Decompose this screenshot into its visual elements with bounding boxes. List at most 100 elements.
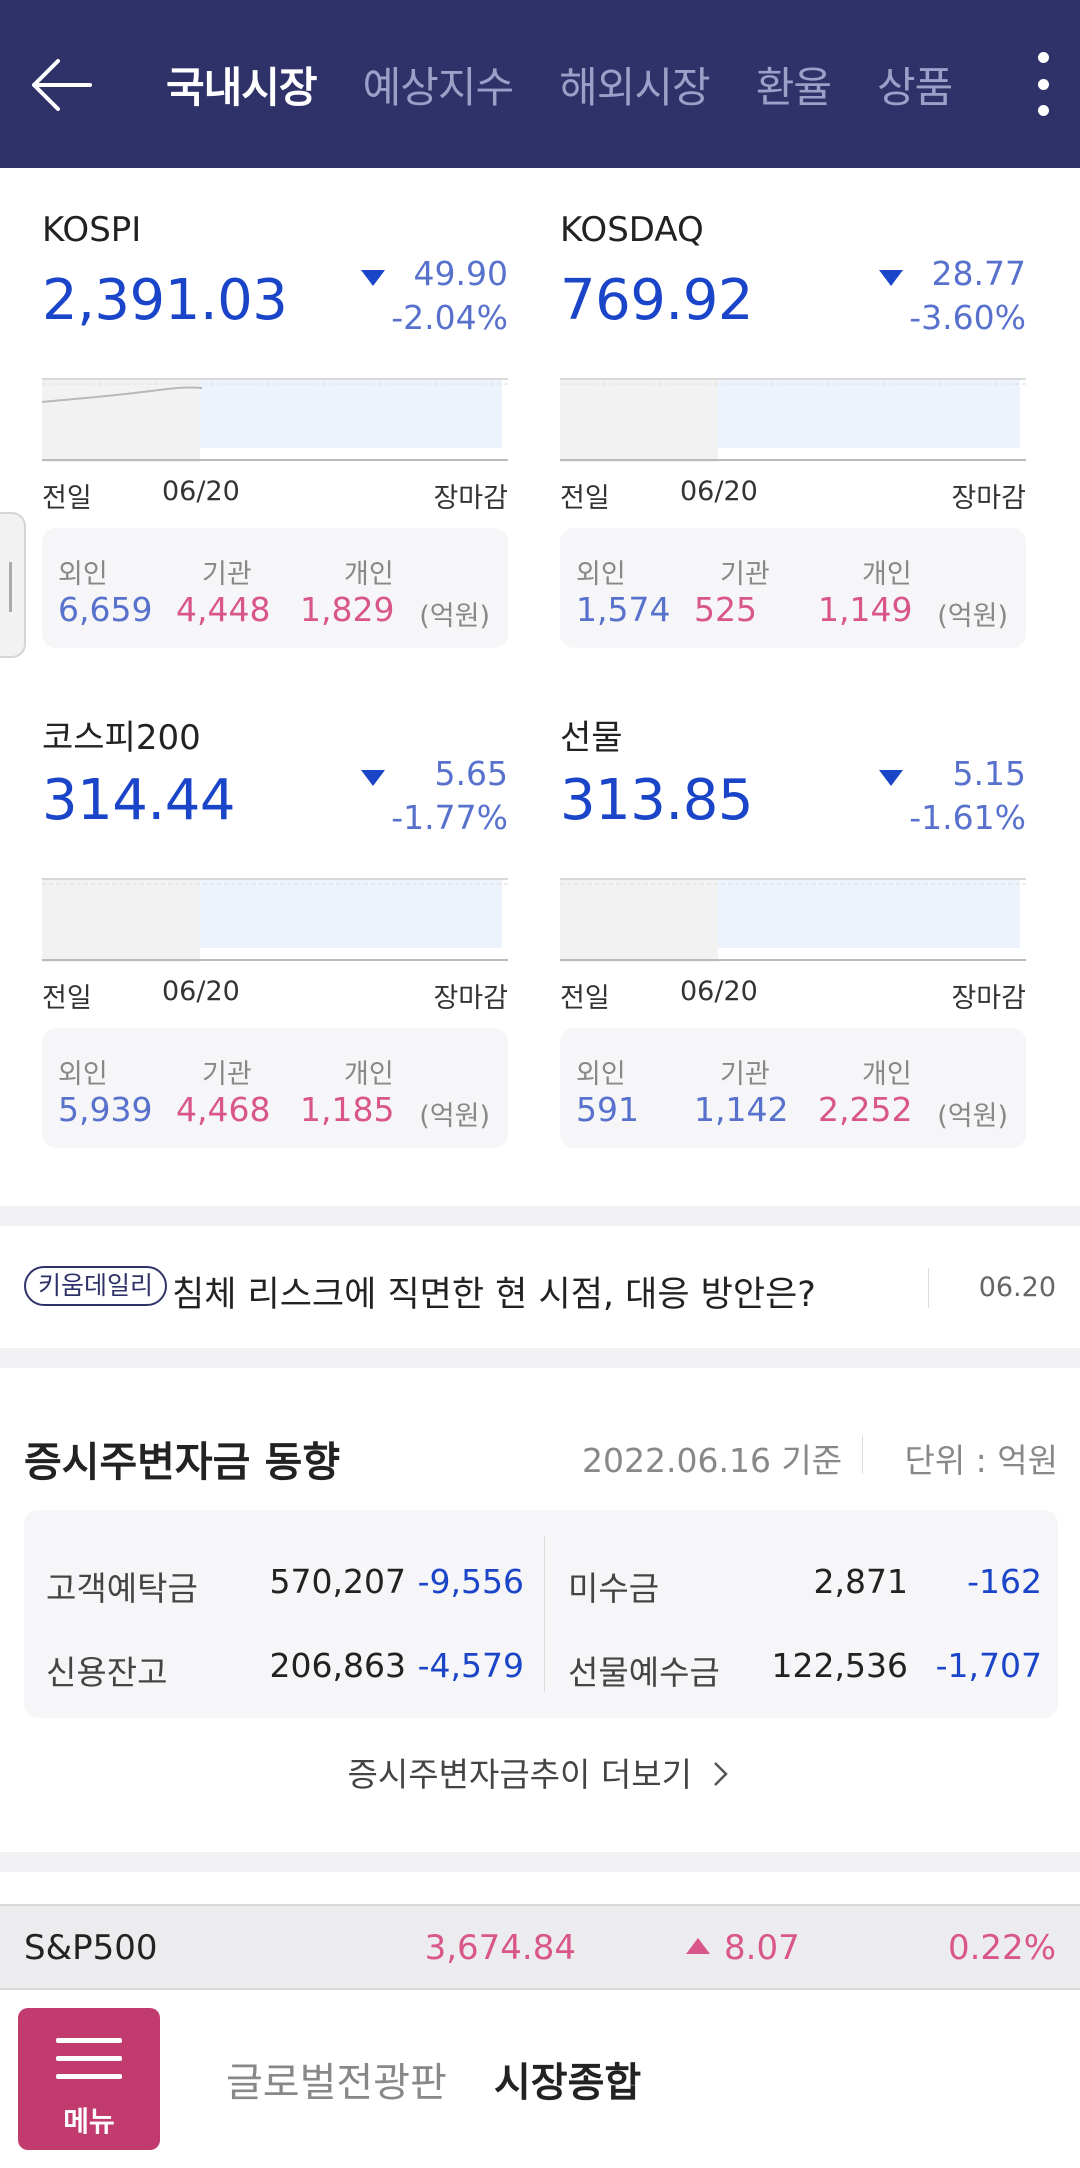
menu-button[interactable]: 메뉴	[18, 2008, 160, 2150]
intraday-chart	[560, 378, 1026, 462]
down-arrow-icon	[361, 270, 385, 286]
section-divider	[0, 1852, 1080, 1872]
investor-unit: (억원)	[937, 1101, 1008, 1132]
index-card-kosdaq[interactable]: KOSDAQ 769.92 28.77 -3.60% 전일 06/20 장마감 …	[548, 168, 1026, 668]
index-name: KOSDAQ	[560, 210, 704, 250]
investor-summary: 외인 기관 개인 1,574 525 1,149 (억원)	[560, 528, 1026, 648]
hamburger-icon	[56, 2038, 122, 2084]
news-date: 06.20	[978, 1272, 1056, 1303]
funds-value: 206,863	[269, 1646, 406, 1685]
arrow-left-icon	[32, 59, 92, 111]
funds-change: -9,556	[417, 1562, 524, 1601]
funds-change: -162	[967, 1562, 1042, 1601]
ticker-name: S&P500	[24, 1928, 158, 1968]
funds-unit: 단위 : 억원	[904, 1441, 1058, 1480]
index-percent: -1.61%	[909, 798, 1026, 837]
menu-label: 메뉴	[63, 2105, 115, 2138]
investor-indiv-label: 개인	[344, 559, 394, 590]
chart-label-close: 장마감	[951, 983, 1026, 1014]
tab-domestic[interactable]: 국내시장	[166, 62, 318, 112]
back-button[interactable]	[26, 50, 96, 120]
investor-indiv-value: 1,829	[300, 590, 395, 629]
section-divider	[0, 1348, 1080, 1368]
tab-overseas[interactable]: 해외시장	[559, 62, 711, 112]
investor-summary: 외인 기관 개인 6,659 4,448 1,829 (억원)	[42, 528, 508, 648]
chart-label-date: 06/20	[680, 976, 758, 1007]
index-percent: -2.04%	[391, 298, 508, 337]
chart-label-close: 장마감	[433, 983, 508, 1014]
news-title[interactable]: 침체 리스크에 직면한 현 시점, 대응 방안은?	[172, 1275, 816, 1315]
tab-market-summary[interactable]: 시장종합	[494, 2060, 642, 2106]
bottom-nav: 메뉴 글로벌전광판 시장종합	[0, 1990, 1080, 2168]
news-banner[interactable]: 키움데일리 침체 리스크에 직면한 현 시점, 대응 방안은? 06.20	[0, 1226, 1080, 1348]
ticker-change: 8.07	[724, 1928, 800, 1968]
tab-commodity[interactable]: 상품	[876, 62, 953, 112]
more-vertical-icon[interactable]	[1036, 52, 1050, 116]
chart-label-prev: 전일	[42, 983, 92, 1014]
intraday-chart	[42, 878, 508, 962]
investor-summary: 외인 기관 개인 5,939 4,468 1,185 (억원)	[42, 1028, 508, 1148]
top-header: 국내시장 예상지수 해외시장 환율 상품	[0, 0, 1080, 168]
index-name: 선물	[560, 718, 623, 758]
news-badge: 키움데일리	[24, 1266, 168, 1306]
funds-more-label: 증시주변자금추이 더보기	[347, 1755, 692, 1794]
chart-label-date: 06/20	[162, 476, 240, 507]
index-card-futures[interactable]: 선물 313.85 5.15 -1.61% 전일 06/20 장마감 외인 기관…	[548, 668, 1026, 1168]
index-name: 코스피200	[42, 718, 201, 758]
index-value: 314.44	[42, 768, 235, 833]
section-divider	[0, 1206, 1080, 1226]
investor-indiv-label: 개인	[344, 1059, 394, 1090]
chart-label-prev: 전일	[42, 483, 92, 514]
intraday-chart	[42, 378, 508, 462]
index-change: 5.65	[434, 754, 508, 793]
divider	[928, 1268, 929, 1308]
divider	[544, 1536, 545, 1692]
side-drawer-handle[interactable]	[0, 512, 26, 658]
index-value: 313.85	[560, 768, 753, 833]
investor-unit: (억원)	[419, 601, 490, 632]
index-name: KOSPI	[42, 210, 142, 250]
investor-unit: (억원)	[937, 601, 1008, 632]
up-arrow-icon	[686, 1938, 710, 1954]
funds-label: 미수금	[568, 1569, 660, 1608]
investor-inst-value: 4,468	[176, 1090, 271, 1129]
market-tabs: 국내시장 예상지수 해외시장 환율 상품	[166, 0, 980, 168]
investor-foreign-label: 외인	[58, 1059, 108, 1090]
chart-label-close: 장마감	[433, 483, 508, 514]
investor-indiv-value: 2,252	[818, 1090, 913, 1129]
down-arrow-icon	[361, 770, 385, 786]
investor-foreign-label: 외인	[576, 1059, 626, 1090]
index-percent: -3.60%	[909, 298, 1026, 337]
down-arrow-icon	[879, 270, 903, 286]
funds-label: 고객예탁금	[46, 1569, 198, 1608]
tab-expected[interactable]: 예상지수	[362, 62, 515, 112]
investor-indiv-label: 개인	[862, 559, 912, 590]
down-arrow-icon	[879, 770, 903, 786]
chevron-right-icon	[714, 1762, 729, 1786]
ticker-percent: 0.22%	[947, 1928, 1056, 1968]
funds-change: -4,579	[417, 1646, 524, 1685]
investor-indiv-value: 1,149	[818, 590, 913, 629]
funds-section-title: 증시주변자금 동향	[24, 1438, 341, 1486]
funds-more-link[interactable]: 증시주변자금추이 더보기	[0, 1748, 1080, 1796]
tab-exchange[interactable]: 환율	[755, 62, 832, 112]
funds-as-of-date: 2022.06.16 기준	[582, 1441, 843, 1480]
investor-foreign-label: 외인	[58, 559, 108, 590]
investor-inst-value: 525	[694, 590, 757, 629]
index-value: 769.92	[560, 268, 753, 333]
investor-foreign-value: 1,574	[576, 590, 671, 629]
index-card-kospi[interactable]: KOSPI 2,391.03 49.90 -2.04% 전일 06/20 장마감…	[30, 168, 508, 668]
funds-table: 고객예탁금 570,207 -9,556 미수금 2,871 -162 신용잔고…	[24, 1510, 1058, 1718]
chart-label-prev: 전일	[560, 983, 610, 1014]
investor-summary: 외인 기관 개인 591 1,142 2,252 (억원)	[560, 1028, 1026, 1148]
chart-label-prev: 전일	[560, 483, 610, 514]
index-card-kospi200[interactable]: 코스피200 314.44 5.65 -1.77% 전일 06/20 장마감 외…	[30, 668, 508, 1168]
funds-value: 2,871	[813, 1562, 908, 1601]
chart-label-close: 장마감	[951, 483, 1026, 514]
investor-unit: (억원)	[419, 1101, 490, 1132]
global-ticker[interactable]: S&P500 3,674.84 8.07 0.22%	[0, 1904, 1080, 1990]
tab-global-board[interactable]: 글로벌전광판	[226, 2060, 447, 2106]
funds-value: 570,207	[269, 1562, 406, 1601]
investor-inst-value: 1,142	[694, 1090, 789, 1129]
investor-inst-label: 기관	[202, 559, 252, 590]
